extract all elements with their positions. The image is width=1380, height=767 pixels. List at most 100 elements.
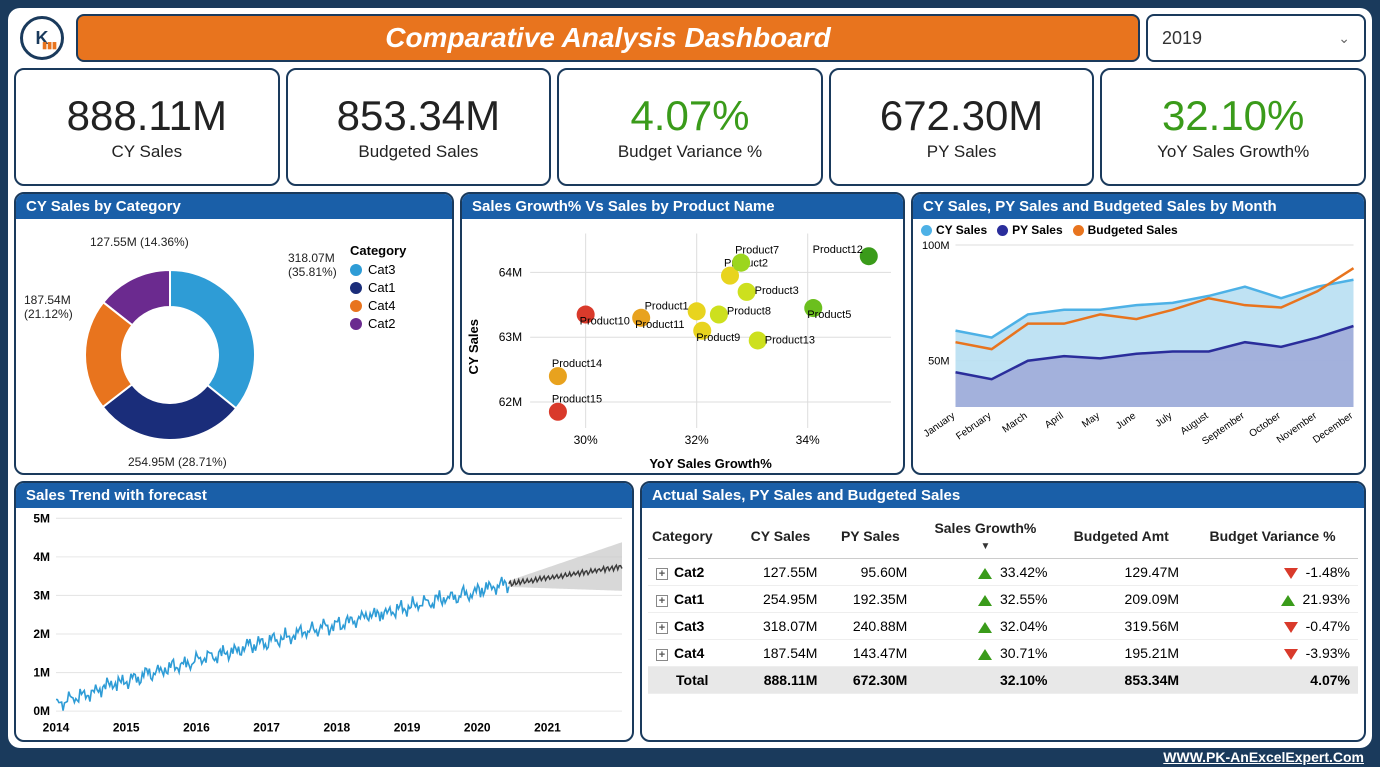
data-table: CategoryCY SalesPY SalesSales Growth%▼Bu… — [648, 514, 1358, 694]
svg-text:0M: 0M — [33, 704, 50, 718]
legend-item[interactable]: PY Sales — [997, 223, 1062, 237]
month-chart-body: CY SalesPY SalesBudgeted Sales 50M100MJa… — [913, 219, 1364, 473]
panel-table: Actual Sales, PY Sales and Budgeted Sale… — [640, 481, 1366, 742]
svg-text:64M: 64M — [499, 265, 522, 279]
header-row: K ▮▮▮ Comparative Analysis Dashboard 201… — [14, 14, 1366, 62]
footer-link[interactable]: WWW.PK-AnExcelExpert.Com — [1163, 749, 1364, 765]
svg-text:January: January — [922, 410, 957, 439]
triangle-up-icon — [978, 568, 992, 579]
svg-text:Product1: Product1 — [645, 300, 689, 312]
year-selector[interactable]: 2019 ⌄ — [1146, 14, 1366, 62]
donut-title: CY Sales by Category — [16, 194, 452, 219]
svg-text:December: December — [1311, 410, 1356, 446]
legend-item[interactable]: Cat1 — [350, 280, 444, 295]
svg-text:3M: 3M — [33, 588, 50, 602]
svg-text:Product7: Product7 — [735, 245, 779, 257]
legend-label: CY Sales — [936, 223, 987, 237]
logo: K ▮▮▮ — [14, 14, 70, 62]
scatter-title: Sales Growth% Vs Sales by Product Name — [462, 194, 903, 219]
forecast-chart: 0M1M2M3M4M5M2014201520162017201820192020… — [16, 508, 632, 740]
legend-item[interactable]: Cat2 — [350, 316, 444, 331]
svg-text:62M: 62M — [499, 395, 522, 409]
legend-swatch-icon — [350, 318, 362, 330]
svg-text:34%: 34% — [796, 433, 820, 447]
kpi-card: 672.30M PY Sales — [829, 68, 1095, 186]
dashboard-container: K ▮▮▮ Comparative Analysis Dashboard 201… — [8, 8, 1372, 748]
svg-text:June: June — [1114, 410, 1138, 432]
svg-text:50M: 50M — [928, 356, 949, 368]
legend-swatch-icon — [350, 300, 362, 312]
table-header[interactable]: Budget Variance % — [1187, 514, 1358, 559]
scatter-body: 62M63M64M30%32%34%CY SalesYoY Sales Grow… — [462, 219, 903, 475]
svg-text:CY Sales: CY Sales — [466, 319, 481, 374]
table-header[interactable]: Sales Growth%▼ — [915, 514, 1055, 559]
kpi-label: YoY Sales Growth% — [1157, 142, 1309, 162]
table-row[interactable]: +Cat1 254.95M 192.35M 32.55% 209.09M 21.… — [648, 586, 1358, 613]
scatter-point[interactable] — [738, 283, 756, 301]
table-header[interactable]: Budgeted Amt — [1055, 514, 1187, 559]
kpi-value: 4.07% — [630, 92, 749, 140]
svg-text:Product13: Product13 — [765, 334, 815, 346]
svg-text:2015: 2015 — [113, 721, 140, 735]
scatter-point[interactable] — [710, 306, 728, 324]
legend-title: Category — [350, 243, 444, 258]
table-row[interactable]: +Cat3 318.07M 240.88M 32.04% 319.56M -0.… — [648, 613, 1358, 640]
table-title: Actual Sales, PY Sales and Budgeted Sale… — [642, 483, 1364, 508]
legend-swatch-icon — [997, 225, 1008, 236]
svg-text:Product10: Product10 — [580, 316, 630, 328]
expand-icon[interactable]: + — [656, 568, 668, 580]
table-header[interactable]: Category — [648, 514, 736, 559]
expand-icon[interactable]: + — [656, 649, 668, 661]
table-body: CategoryCY SalesPY SalesSales Growth%▼Bu… — [642, 508, 1364, 740]
donut-legend: Category Cat3 Cat1 Cat4 Cat2 — [350, 223, 448, 475]
forecast-body: 0M1M2M3M4M5M2014201520162017201820192020… — [16, 508, 632, 740]
table-header[interactable]: PY Sales — [825, 514, 915, 559]
donut-slice-label: 127.55M (14.36%) — [90, 235, 189, 249]
legend-label: Budgeted Sales — [1088, 223, 1178, 237]
svg-text:2019: 2019 — [394, 721, 421, 735]
table-total-row: Total888.11M672.30M32.10%853.34M4.07% — [648, 667, 1358, 694]
legend-item[interactable]: CY Sales — [921, 223, 987, 237]
kpi-card: 888.11M CY Sales — [14, 68, 280, 186]
table-row[interactable]: +Cat4 187.54M 143.47M 30.71% 195.21M -3.… — [648, 640, 1358, 667]
svg-text:2017: 2017 — [253, 721, 280, 735]
svg-text:May: May — [1080, 410, 1102, 430]
legend-item[interactable]: Cat4 — [350, 298, 444, 313]
svg-text:2021: 2021 — [534, 721, 561, 735]
donut-body: 318.07M (35.81%)254.95M (28.71%)187.54M … — [16, 219, 452, 475]
expand-icon[interactable]: + — [656, 622, 668, 634]
bottom-row: Sales Trend with forecast 0M1M2M3M4M5M20… — [14, 481, 1366, 742]
scatter-chart: 62M63M64M30%32%34%CY SalesYoY Sales Grow… — [462, 219, 903, 475]
donut-chart — [20, 223, 280, 473]
legend-item[interactable]: Budgeted Sales — [1073, 223, 1178, 237]
svg-text:Product15: Product15 — [552, 394, 602, 406]
legend-label: Cat1 — [368, 280, 395, 295]
svg-text:2016: 2016 — [183, 721, 210, 735]
triangle-up-icon — [978, 622, 992, 633]
svg-text:30%: 30% — [574, 433, 598, 447]
kpi-value: 672.30M — [880, 92, 1043, 140]
donut-slice-label: 254.95M (28.71%) — [128, 455, 227, 469]
triangle-down-icon — [1284, 622, 1298, 633]
legend-item[interactable]: Cat3 — [350, 262, 444, 277]
svg-text:2020: 2020 — [464, 721, 491, 735]
svg-text:32%: 32% — [685, 433, 709, 447]
sort-desc-icon: ▼ — [980, 541, 990, 552]
kpi-card: 4.07% Budget Variance % — [557, 68, 823, 186]
triangle-down-icon — [1284, 649, 1298, 660]
svg-text:1M: 1M — [33, 666, 50, 680]
kpi-value: 32.10% — [1162, 92, 1304, 140]
kpi-value: 853.34M — [337, 92, 500, 140]
expand-icon[interactable]: + — [656, 595, 668, 607]
scatter-point[interactable] — [688, 302, 706, 320]
svg-text:August: August — [1179, 410, 1211, 437]
svg-text:February: February — [954, 410, 993, 442]
svg-text:Product11: Product11 — [635, 319, 684, 331]
table-row[interactable]: +Cat2 127.55M 95.60M 33.42% 129.47M -1.4… — [648, 559, 1358, 586]
svg-text:Product14: Product14 — [552, 358, 602, 370]
kpi-label: Budget Variance % — [618, 142, 762, 162]
table-header[interactable]: CY Sales — [736, 514, 826, 559]
triangle-up-icon — [978, 649, 992, 660]
chevron-down-icon: ⌄ — [1338, 30, 1350, 47]
svg-text:5M: 5M — [33, 511, 50, 525]
